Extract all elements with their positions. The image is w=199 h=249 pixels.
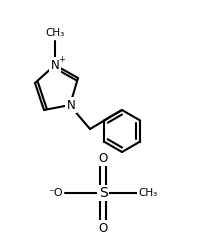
Text: O: O [98,151,108,165]
Text: O: O [98,222,108,235]
Text: N: N [51,59,59,71]
Text: CH₃: CH₃ [45,28,65,38]
Text: CH₃: CH₃ [138,188,158,198]
Text: ⁻O: ⁻O [49,188,63,198]
Text: N: N [67,99,75,112]
Text: S: S [99,186,107,200]
Text: +: + [59,55,65,63]
